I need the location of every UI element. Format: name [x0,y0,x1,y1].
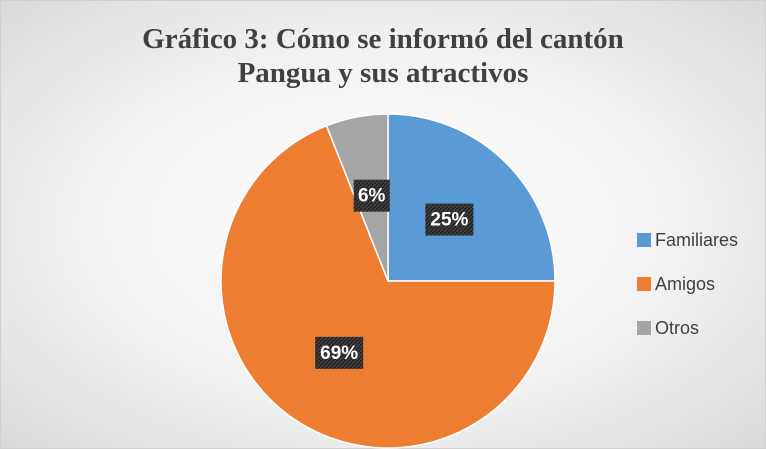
pie-slice [387,113,556,282]
legend-label: Amigos [655,274,715,294]
legend-swatch [637,277,651,291]
chart-title: Gráfico 3: Cómo se informó del cantón Pa… [142,23,624,89]
data-label: 6% [358,186,386,207]
legend-label: Familiares [655,230,738,250]
data-label-box [315,336,364,369]
pie-slice [220,124,556,449]
legend-swatch [637,233,651,247]
data-label: 25% [430,210,468,231]
data-label-box [425,203,474,236]
data-label: 69% [320,343,358,364]
legend-swatch [637,321,651,335]
data-label-box [353,179,390,212]
legend-label: Otros [655,318,699,338]
